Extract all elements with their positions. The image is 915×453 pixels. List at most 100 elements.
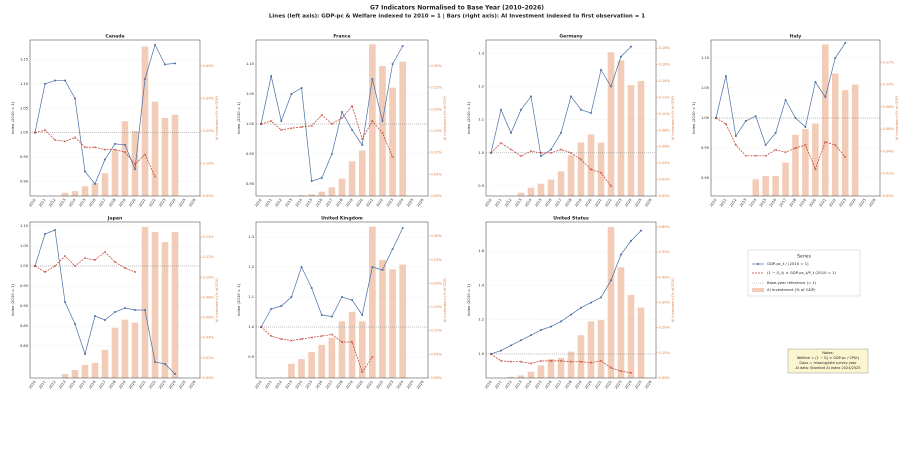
- note-line: Welfare = (1 − G) × GDP-pc / CPI(t): [797, 356, 860, 360]
- bar: [567, 351, 575, 378]
- x-tick-label: 2024: [168, 379, 177, 389]
- gdp-marker: [520, 339, 522, 342]
- bar: [298, 359, 305, 378]
- y-tick-label: 1.10: [20, 82, 29, 86]
- welfare-marker: [569, 360, 573, 363]
- welfare-marker: [300, 337, 303, 341]
- plot-frame: [255, 39, 429, 197]
- legend-marker: [757, 263, 759, 265]
- gdp-marker: [530, 95, 532, 98]
- bar: [328, 337, 336, 378]
- welfare-marker: [599, 171, 603, 174]
- x-tick-label: 2012: [729, 198, 738, 208]
- welfare-marker: [559, 359, 563, 363]
- x-tick-label: 2019: [118, 197, 127, 207]
- bar: [308, 352, 315, 378]
- x-tick-label: 2022: [604, 198, 613, 208]
- y2-tick-label: 0.05%: [431, 352, 443, 356]
- y2-tick-label: 0.10%: [883, 83, 895, 87]
- gdp-marker: [114, 142, 116, 145]
- gdp-marker: [104, 319, 106, 321]
- gdp-marker: [391, 63, 394, 65]
- gdp-marker: [600, 68, 602, 71]
- y-axis-label: Index (2010 = 1): [466, 283, 471, 316]
- bar: [617, 60, 625, 196]
- welfare-marker: [63, 140, 67, 143]
- y-tick-label: 1.1: [478, 118, 484, 122]
- gdp-marker: [580, 306, 582, 309]
- x-tick-label: 2023: [386, 380, 395, 390]
- bar: [71, 369, 79, 378]
- x-tick-label: 2024: [396, 197, 405, 207]
- welfare-marker: [794, 146, 797, 150]
- x-tick-label: 2012: [274, 380, 283, 390]
- bar: [547, 359, 555, 378]
- panel: France 0.90 0.95 1.00 1.05 1.10 0.00% 0.05% 0.10…: [236, 34, 447, 208]
- gdp-marker: [330, 315, 333, 318]
- legend-box: [747, 249, 861, 297]
- welfare-marker: [559, 148, 563, 151]
- y-axis-label: Index (2010 = 1): [10, 283, 15, 316]
- y2-tick-label: 0.60%: [659, 225, 671, 229]
- welfare-marker: [83, 256, 87, 260]
- welfare-marker: [350, 340, 354, 344]
- x-tick-label: 2010: [28, 379, 37, 389]
- bar: [318, 344, 326, 378]
- y2-tick-label: 0.10%: [431, 151, 443, 155]
- bar: [379, 259, 386, 378]
- welfare-marker: [123, 266, 127, 270]
- welfare-marker: [310, 336, 313, 339]
- bar: [597, 142, 605, 196]
- note-line: AI data: Stanford AI Index 2024/2025: [795, 366, 860, 370]
- welfare-marker: [381, 131, 384, 135]
- y2-tick-label: 0.00%: [883, 194, 895, 198]
- bar: [587, 321, 595, 378]
- y-tick-label: 0.90: [246, 182, 255, 186]
- x-tick-label: 2020: [128, 379, 137, 389]
- welfare-marker: [539, 359, 543, 363]
- y2-tick-label: 0.12%: [203, 255, 215, 259]
- x-tick-label: 2020: [808, 197, 817, 207]
- x-tick-label: 2022: [828, 198, 837, 208]
- gdp-marker: [94, 315, 96, 317]
- x-tick-label: 2015: [305, 198, 314, 208]
- welfare-marker: [269, 119, 273, 123]
- y2-axis-label: AI investment (% of GDP): [671, 277, 675, 322]
- welfare-marker: [579, 360, 583, 363]
- note-line: Notes:: [822, 351, 833, 355]
- x-tick-label: 2013: [514, 198, 523, 208]
- y2-tick-label: 0.15%: [431, 305, 443, 309]
- y-tick-label: 0.80: [20, 344, 29, 348]
- gdp-marker: [64, 79, 66, 82]
- y2-tick-label: 0.14%: [203, 235, 215, 239]
- gdp-marker: [381, 269, 384, 271]
- bar: [121, 319, 129, 378]
- bar: [399, 61, 407, 196]
- welfare-marker: [340, 116, 344, 120]
- x-tick-label: 2022: [148, 380, 157, 390]
- x-tick-label: 2011: [38, 380, 47, 390]
- x-tick-label: 2025: [634, 380, 643, 390]
- y2-tick-label: 0.30%: [203, 97, 215, 101]
- y2-tick-label: 0.06%: [203, 316, 215, 320]
- y-axis-label: Index (2010 = 1): [691, 101, 696, 134]
- gdp-marker: [401, 45, 404, 47]
- x-tick-label: 2021: [594, 380, 603, 390]
- gdp-marker: [500, 108, 502, 111]
- bar: [607, 227, 615, 378]
- y-tick-label: 0.9: [478, 184, 484, 188]
- y-tick-label: 1.00: [246, 122, 255, 126]
- x-tick-label: 2011: [264, 380, 273, 390]
- gdp-marker: [134, 168, 136, 171]
- y-axis-label: Index (2010 = 1): [236, 283, 241, 316]
- x-tick-label: 2017: [554, 380, 563, 390]
- gdp-marker: [580, 108, 582, 111]
- gdp-marker: [320, 314, 323, 316]
- welfare-marker: [589, 168, 593, 171]
- y-tick-label: 0.9: [248, 355, 254, 359]
- x-tick-label: 2020: [584, 379, 593, 389]
- gdp-marker: [361, 314, 364, 316]
- bar: [792, 134, 799, 196]
- welfare-marker: [724, 122, 728, 126]
- x-tick-label: 2023: [614, 380, 623, 390]
